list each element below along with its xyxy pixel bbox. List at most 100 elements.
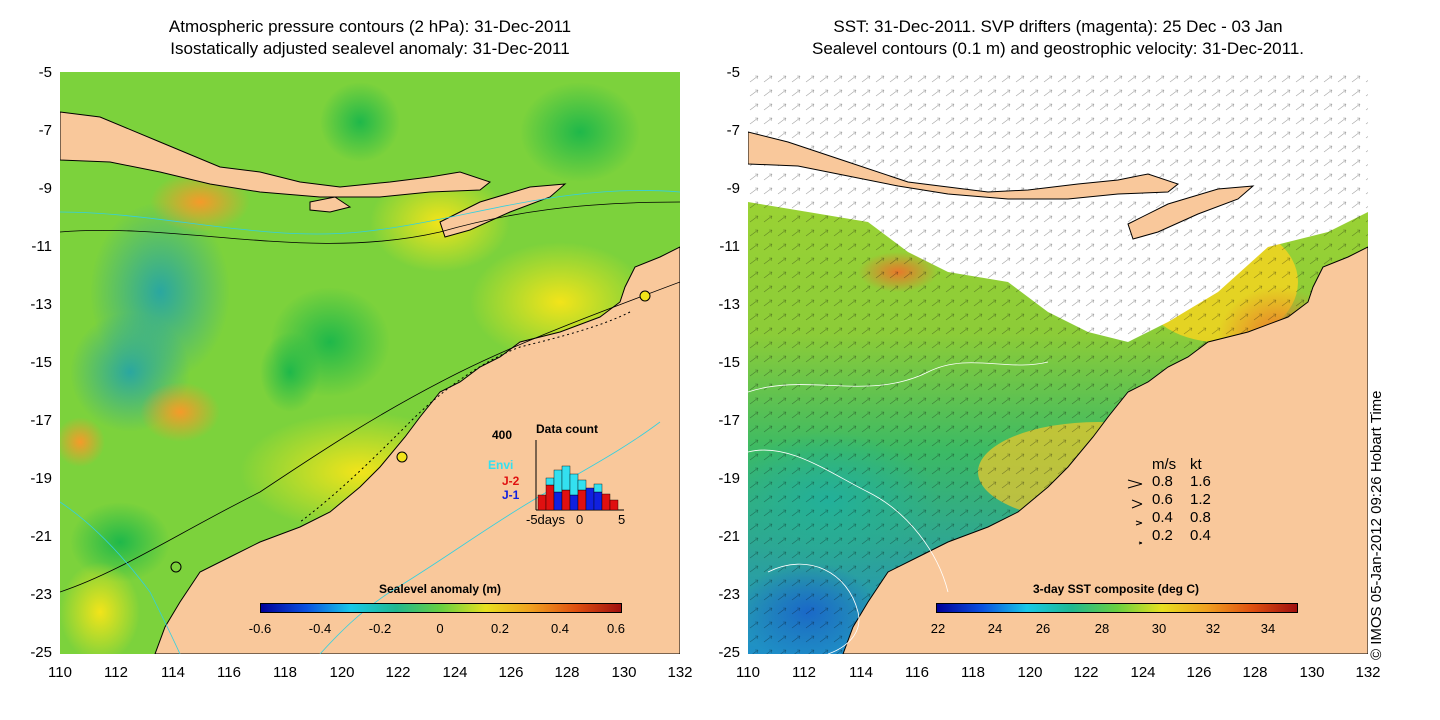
lon-tick: 114 <box>849 664 873 681</box>
data-count-legend-j2: J-2 <box>502 474 520 488</box>
lat-tick: -11 <box>719 238 740 255</box>
left-map-title: Atmospheric pressure contours (2 hPa): 3… <box>60 16 680 60</box>
data-count-x-zero: 0 <box>576 512 584 527</box>
colorbar-tick: 22 <box>930 621 946 636</box>
lat-tick: -17 <box>30 412 52 429</box>
data-count-legend-envi: Envi <box>488 458 514 472</box>
lon-tick: 112 <box>792 664 816 681</box>
lon-tick: 110 <box>736 664 760 681</box>
lat-tick: -11 <box>31 238 52 255</box>
data-count-x-start: -5days <box>526 512 566 527</box>
lon-tick: 126 <box>1186 664 1212 681</box>
sumba-island <box>309 196 352 213</box>
lat-tick: -23 <box>30 586 52 603</box>
data-count-title: Data count <box>536 422 599 436</box>
data-count-legend-j1: J-1 <box>502 488 520 502</box>
lat-tick: -9 <box>38 180 52 197</box>
lon-tick: 120 <box>329 664 355 681</box>
timor-island <box>1127 185 1255 240</box>
colorbar-tick: 34 <box>1260 621 1276 636</box>
lat-tick: -5 <box>726 64 740 81</box>
lon-tick: 124 <box>1130 664 1156 681</box>
lon-tick: 114 <box>161 664 185 681</box>
colorbar-tick: 30 <box>1151 621 1167 636</box>
colorbar-tick: 0.2 <box>490 621 510 636</box>
tide-gauge-marker <box>170 561 182 573</box>
copyright-notice: © IMOS 05-Jan-2012 09:26 Hobart Time <box>1368 390 1385 660</box>
lon-tick: 118 <box>273 664 297 681</box>
left-title-line1: Atmospheric pressure contours (2 hPa): 3… <box>168 17 572 36</box>
colorbar-tick: 0 <box>436 621 444 636</box>
colorbar-tick: 24 <box>987 621 1003 636</box>
lat-tick: -9 <box>726 180 740 197</box>
velocity-legend-arrows <box>1127 479 1143 545</box>
right-map-title: SST: 31-Dec-2011. SVP drifters (magenta)… <box>748 16 1368 60</box>
australia-landmass <box>154 246 680 654</box>
lat-tick: -13 <box>30 296 52 313</box>
data-count-histogram <box>535 440 624 511</box>
lon-tick: 132 <box>667 664 693 681</box>
lat-tick: -19 <box>30 470 52 487</box>
colorbar-tick: 28 <box>1094 621 1110 636</box>
colorbar-tick: -0.2 <box>368 621 392 636</box>
velocity-legend-ms: 0.2 <box>1152 527 1173 544</box>
lon-tick: 130 <box>1299 664 1325 681</box>
lat-tick: -7 <box>726 122 740 139</box>
lon-tick: 128 <box>1242 664 1268 681</box>
velocity-legend-ms: 0.6 <box>1152 491 1173 508</box>
indonesian-islands <box>748 131 1180 200</box>
lat-tick: -17 <box>718 412 740 429</box>
lat-tick: -19 <box>718 470 740 487</box>
sealevel-colorbar-title: Sealevel anomaly (m) <box>378 582 502 596</box>
lon-tick: 124 <box>442 664 468 681</box>
lat-tick: -25 <box>718 644 740 661</box>
velocity-legend-kt-header: kt <box>1190 456 1202 473</box>
australia-landmass <box>842 246 1368 654</box>
colorbar-tick: 0.6 <box>606 621 626 636</box>
lat-tick: -15 <box>718 354 740 371</box>
lat-tick: -15 <box>30 354 52 371</box>
tide-gauge-marker <box>639 290 651 302</box>
lon-tick: 118 <box>961 664 985 681</box>
sealevel-anomaly-map <box>60 72 680 654</box>
colorbar-tick: -0.6 <box>248 621 272 636</box>
lon-tick: 128 <box>554 664 580 681</box>
velocity-legend-ms-header: m/s <box>1152 456 1177 473</box>
colorbar-tick: 32 <box>1205 621 1221 636</box>
lon-tick: 116 <box>217 664 241 681</box>
velocity-legend-kt: 1.2 <box>1190 491 1211 508</box>
indonesian-islands <box>60 111 492 198</box>
lat-tick: -23 <box>718 586 740 603</box>
velocity-legend-ms: 0.8 <box>1152 473 1173 490</box>
data-count-x-end: 5 <box>618 512 626 527</box>
left-title-line2: Isostatically adjusted sealevel anomaly:… <box>170 39 570 58</box>
colorbar-tick: 26 <box>1035 621 1051 636</box>
velocity-legend-kt: 0.8 <box>1190 509 1211 526</box>
right-title-line1: SST: 31-Dec-2011. SVP drifters (magenta)… <box>833 17 1283 36</box>
lat-tick: -25 <box>30 644 52 661</box>
lon-tick: 122 <box>385 664 411 681</box>
lat-tick: -5 <box>38 64 52 81</box>
tide-gauge-marker <box>396 451 408 463</box>
lon-tick: 126 <box>498 664 524 681</box>
data-count-ymax: 400 <box>492 428 513 442</box>
right-title-line2: Sealevel contours (0.1 m) and geostrophi… <box>812 39 1304 58</box>
colorbar-tick: -0.4 <box>308 621 332 636</box>
lon-tick: 110 <box>48 664 72 681</box>
sst-colorbar-title: 3-day SST composite (deg C) <box>1032 582 1200 596</box>
sealevel-colorbar <box>260 603 622 613</box>
velocity-legend-kt: 1.6 <box>1190 473 1211 490</box>
velocity-legend-kt: 0.4 <box>1190 527 1211 544</box>
lat-tick: -21 <box>718 528 740 545</box>
sst-map <box>748 72 1368 654</box>
lat-tick: -7 <box>38 122 52 139</box>
lon-tick: 122 <box>1073 664 1099 681</box>
colorbar-tick: 0.4 <box>550 621 570 636</box>
velocity-legend-ms: 0.4 <box>1152 509 1173 526</box>
lat-tick: -13 <box>718 296 740 313</box>
lon-tick: 112 <box>104 664 128 681</box>
lat-tick: -21 <box>30 528 52 545</box>
lon-tick: 120 <box>1017 664 1043 681</box>
lon-tick: 130 <box>611 664 637 681</box>
lon-tick: 132 <box>1355 664 1381 681</box>
